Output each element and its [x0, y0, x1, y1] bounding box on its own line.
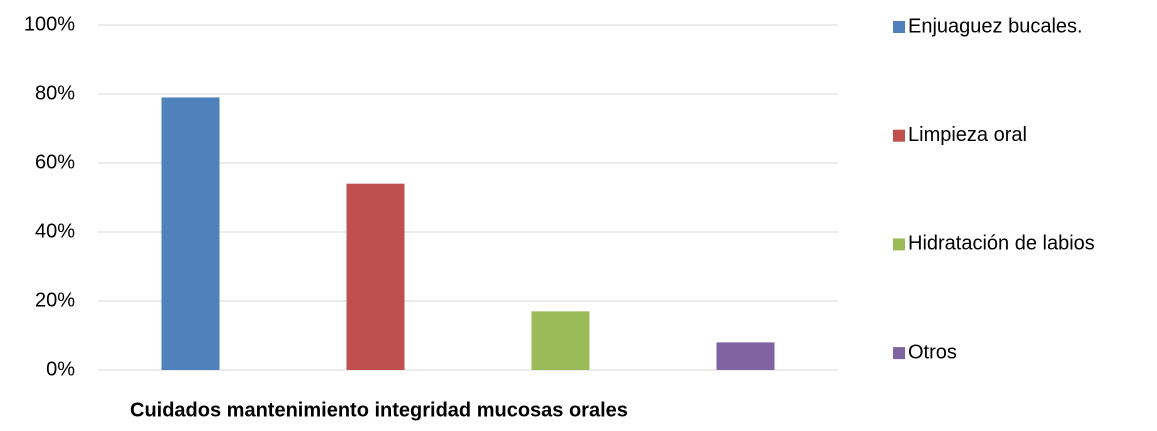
legend-label: Otros [908, 341, 957, 363]
legend-label: Limpieza oral [908, 124, 1027, 146]
legend-swatch [893, 347, 905, 360]
y-tick-label: 0% [46, 358, 75, 380]
y-tick-label: 100% [24, 13, 75, 35]
bar [716, 342, 775, 370]
y-tick-label: 80% [35, 82, 75, 104]
legend-swatch [893, 129, 905, 142]
bar [346, 183, 405, 370]
x-axis-title: Cuidados mantenimiento integridad mucosa… [130, 399, 628, 421]
bar [161, 97, 220, 370]
y-tick-label: 20% [35, 289, 75, 311]
legend-label: Hidratación de labios [908, 233, 1095, 255]
y-tick-label: 40% [35, 220, 75, 242]
y-tick-label: 60% [35, 151, 75, 173]
bar [531, 311, 590, 370]
legend-swatch [893, 238, 905, 251]
legend-label: Enjuaguez bucales. [908, 15, 1083, 37]
legend-swatch [893, 21, 905, 33]
